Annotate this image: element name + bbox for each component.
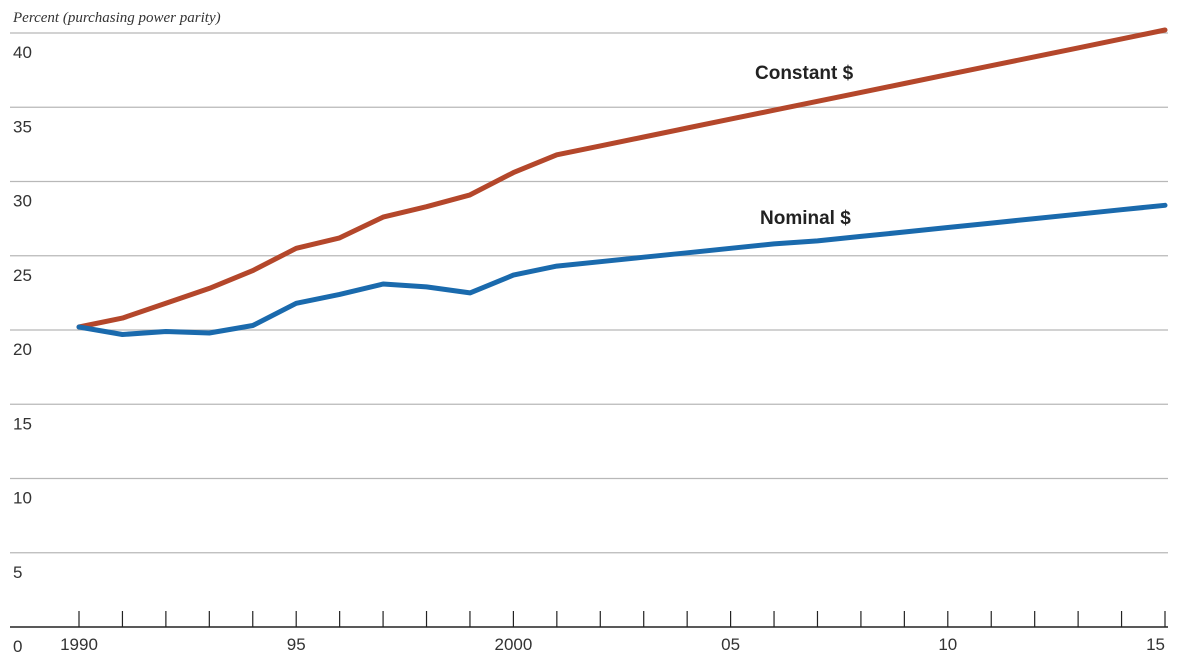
y-axis-label: Percent (purchasing power parity)	[12, 10, 221, 26]
gridlines	[10, 32, 1168, 554]
x-tick-label-1995: 95	[287, 635, 306, 654]
series-lines	[76, 27, 1168, 337]
y-tick-label-30: 30	[13, 192, 32, 211]
y-tick-label-35: 35	[13, 117, 32, 136]
y-tick-label-15: 15	[13, 414, 32, 433]
y-tick-label-20: 20	[13, 340, 32, 359]
series-labels: Constant $ Nominal $	[755, 63, 854, 229]
series-label-nominal: Nominal $	[760, 208, 851, 229]
y-tick-label-10: 10	[13, 489, 32, 508]
y-tick-label-25: 25	[13, 266, 32, 285]
x-tick-label-2005: 05	[721, 635, 740, 654]
x-tick-label-2000: 2000	[494, 635, 532, 654]
series-line-constant	[76, 27, 1168, 330]
y-tick-label-0: 0	[13, 637, 22, 656]
y-tick-label-40: 40	[13, 43, 32, 62]
series-label-constant: Constant $	[755, 63, 854, 84]
x-tick-label-2010: 10	[938, 635, 957, 654]
y-tick-labels: 0 5 10 15 20 25 30 35 40	[13, 43, 32, 656]
x-tick-label-2015: 15	[1146, 635, 1165, 654]
x-tick-labels: 1990 95 2000 05 10 15	[60, 635, 1165, 654]
x-tick-label-1990: 1990	[60, 635, 98, 654]
y-tick-label-5: 5	[13, 563, 22, 582]
x-axis	[10, 611, 1168, 628]
series-line-nominal	[76, 202, 1168, 337]
